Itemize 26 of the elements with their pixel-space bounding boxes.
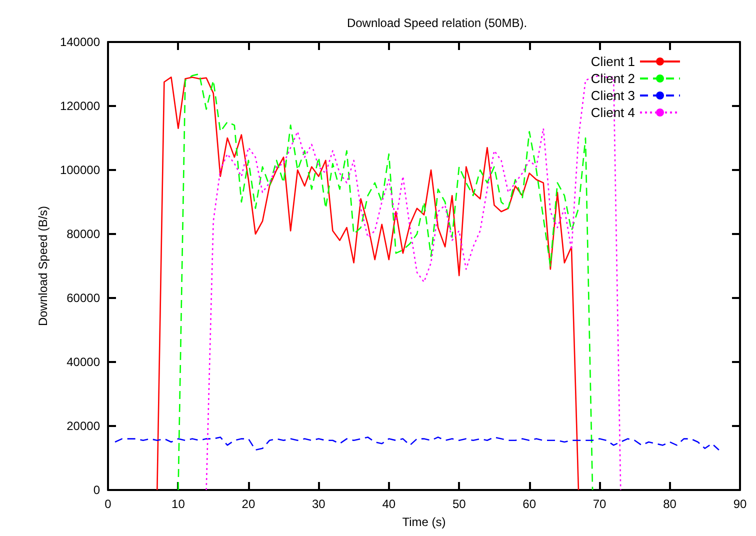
x-axis-title: Time (s)	[402, 515, 446, 529]
legend-label: Client 1	[590, 54, 635, 69]
x-tick-label: 70	[592, 497, 607, 511]
x-tick-label: 30	[312, 497, 326, 511]
x-tick-label: 50	[452, 497, 466, 511]
y-tick-label: 40000	[66, 355, 100, 369]
chart-title: Download Speed relation (50MB).	[346, 16, 528, 30]
legend-label: Client 4	[590, 105, 635, 120]
y-tick-label: 0	[93, 483, 100, 497]
x-tick-label: 80	[663, 497, 677, 511]
y-tick-label: 140000	[60, 35, 100, 49]
line-series	[114, 436, 720, 451]
x-tick-label: 10	[172, 497, 186, 511]
legend-label: Client 3	[590, 88, 635, 103]
x-tick-label: 90	[733, 497, 747, 511]
y-tick-label: 60000	[66, 291, 100, 305]
y-tick-label: 20000	[66, 419, 100, 433]
y-tick-label: 80000	[66, 227, 100, 241]
y-tick-label: 100000	[60, 163, 100, 177]
y-axis-title: Download Speed (B/s)	[36, 206, 50, 326]
x-tick-label: 60	[522, 497, 536, 511]
x-tick-label: 20	[242, 497, 256, 511]
x-tick-label: 40	[382, 497, 396, 511]
x-tick-label: 0	[104, 497, 112, 511]
legend-label: Client 2	[590, 71, 635, 86]
y-tick-label: 120000	[60, 99, 100, 113]
